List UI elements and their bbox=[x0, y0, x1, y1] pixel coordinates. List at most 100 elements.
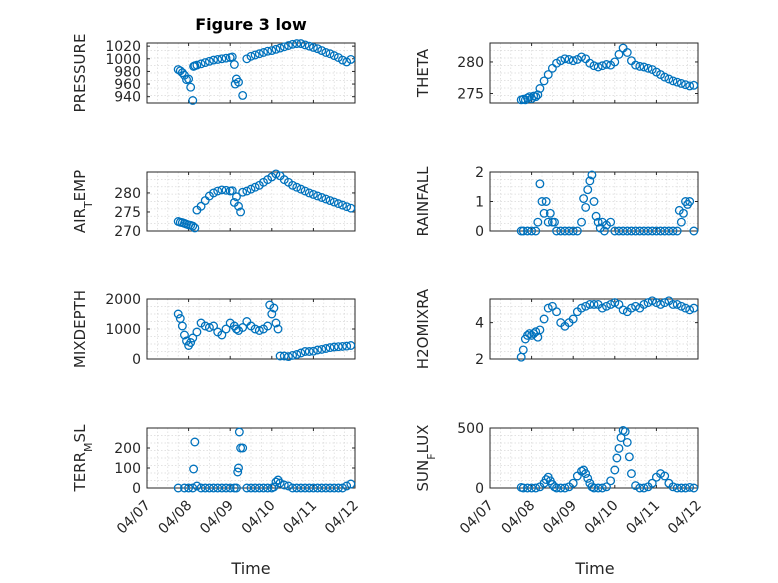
y-axis-label: H2OMIXRA bbox=[414, 288, 432, 369]
data-point bbox=[685, 482, 695, 492]
series-markers bbox=[516, 425, 699, 493]
data-point bbox=[304, 483, 314, 493]
data-point bbox=[552, 483, 562, 493]
data-point bbox=[593, 217, 603, 227]
data-point bbox=[643, 226, 653, 236]
data-point bbox=[233, 467, 243, 477]
y-tick-label: 980 bbox=[114, 64, 141, 80]
data-point bbox=[606, 217, 616, 227]
data-point bbox=[685, 81, 695, 91]
data-point bbox=[254, 483, 264, 493]
data-point bbox=[267, 309, 277, 319]
data-point bbox=[541, 197, 551, 206]
data-point bbox=[531, 92, 541, 102]
data-point bbox=[531, 483, 541, 493]
data-point bbox=[209, 55, 219, 65]
data-point bbox=[587, 170, 597, 180]
data-point bbox=[622, 48, 632, 57]
y-axis-label: MIXDEPTH bbox=[71, 290, 89, 368]
y-tick-label: 4 bbox=[475, 316, 484, 332]
data-point bbox=[626, 226, 636, 236]
data-point bbox=[539, 76, 549, 86]
data-point bbox=[564, 54, 574, 64]
data-point bbox=[346, 341, 356, 350]
subplot-6: 2 4 H2OMIXRA bbox=[414, 288, 699, 369]
data-point bbox=[681, 303, 690, 313]
data-point bbox=[217, 483, 227, 493]
axes-box bbox=[489, 298, 699, 360]
data-point bbox=[522, 226, 532, 236]
data-point bbox=[647, 478, 657, 488]
axes-box bbox=[146, 427, 356, 489]
data-point bbox=[317, 46, 327, 56]
data-point bbox=[624, 452, 634, 462]
data-point bbox=[531, 327, 541, 337]
data-point bbox=[342, 481, 352, 491]
data-point bbox=[620, 427, 630, 437]
data-point bbox=[321, 194, 331, 204]
data-point bbox=[267, 46, 277, 56]
data-point bbox=[179, 330, 189, 340]
data-point bbox=[676, 78, 686, 88]
y-tick-label: 2 bbox=[475, 352, 484, 368]
data-point bbox=[304, 41, 314, 51]
y-tick-label: 270 bbox=[114, 224, 141, 240]
subplot-4: 0 1 2 RAINFALL bbox=[414, 165, 699, 240]
data-point bbox=[556, 56, 566, 66]
series-markers bbox=[516, 170, 699, 236]
data-point bbox=[196, 483, 206, 493]
data-point bbox=[329, 197, 339, 207]
data-point bbox=[200, 483, 210, 493]
x-tick-label: 04/12 bbox=[665, 498, 705, 538]
data-point bbox=[660, 471, 670, 481]
data-point bbox=[618, 425, 628, 435]
data-point bbox=[685, 197, 695, 206]
data-point bbox=[689, 226, 699, 236]
data-point bbox=[213, 186, 223, 196]
data-point bbox=[325, 343, 335, 353]
data-point bbox=[231, 192, 241, 202]
data-point bbox=[296, 39, 306, 49]
grid bbox=[146, 42, 356, 104]
data-point bbox=[321, 48, 331, 57]
data-point bbox=[516, 352, 526, 362]
data-point bbox=[229, 60, 239, 69]
data-point bbox=[572, 471, 582, 481]
axes-box bbox=[489, 42, 699, 104]
data-point bbox=[325, 196, 335, 205]
data-point bbox=[188, 96, 198, 105]
data-point bbox=[271, 169, 281, 179]
data-point bbox=[184, 483, 194, 493]
data-point bbox=[585, 300, 595, 309]
data-point bbox=[602, 301, 611, 311]
data-point bbox=[678, 208, 688, 218]
data-point bbox=[587, 482, 597, 492]
data-point bbox=[209, 321, 219, 331]
data-point bbox=[581, 202, 591, 212]
data-point bbox=[254, 326, 264, 335]
data-point bbox=[217, 330, 227, 340]
y-tick-label: 0 bbox=[475, 481, 484, 497]
data-point bbox=[589, 300, 599, 309]
x-tick-label: 04/11 bbox=[623, 498, 663, 538]
data-point bbox=[242, 186, 252, 196]
data-point bbox=[556, 483, 566, 493]
data-point bbox=[342, 341, 352, 351]
data-point bbox=[672, 226, 682, 236]
data-point bbox=[537, 197, 547, 206]
data-point bbox=[275, 351, 285, 361]
data-point bbox=[577, 303, 586, 313]
y-axis-label: SUNFLUX bbox=[414, 425, 438, 492]
data-point bbox=[209, 483, 219, 493]
data-point bbox=[610, 298, 620, 308]
data-point bbox=[531, 226, 541, 236]
y-tick-label: 1 bbox=[475, 195, 484, 211]
data-point bbox=[173, 483, 183, 493]
data-point bbox=[689, 80, 699, 90]
data-point bbox=[221, 53, 231, 63]
data-point bbox=[304, 347, 314, 356]
data-point bbox=[283, 481, 293, 491]
data-point bbox=[606, 300, 616, 309]
data-point bbox=[543, 70, 553, 80]
